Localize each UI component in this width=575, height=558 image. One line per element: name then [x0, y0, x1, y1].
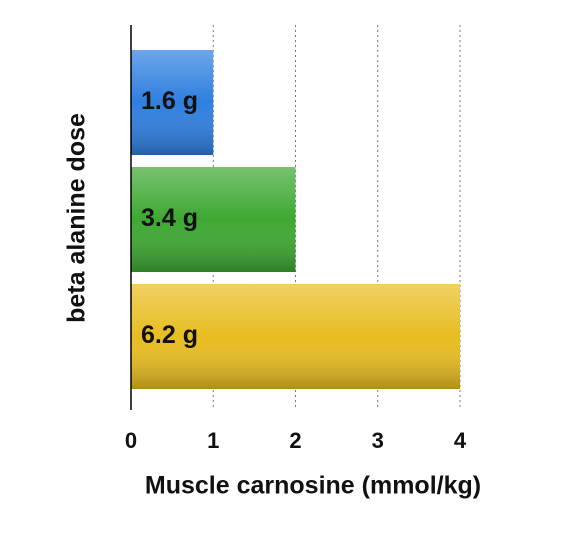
bar-category-label: 6.2 g: [141, 321, 198, 349]
x-tick-label: 2: [289, 428, 301, 453]
bar-shade: [131, 50, 214, 155]
bar-shade: [131, 167, 296, 272]
bar-shade: [131, 284, 460, 389]
x-tick-label: 3: [372, 428, 384, 453]
bar-category-label: 3.4 g: [141, 204, 198, 232]
x-axis-label: Muscle carnosine (mmol/kg): [145, 472, 481, 500]
y-axis-label: beta alanine dose: [63, 113, 91, 323]
x-tick-label: 1: [207, 428, 219, 453]
x-tick-label: 4: [454, 428, 467, 453]
bar-category-label: 1.6 g: [141, 87, 198, 115]
x-tick-label: 0: [125, 428, 137, 453]
